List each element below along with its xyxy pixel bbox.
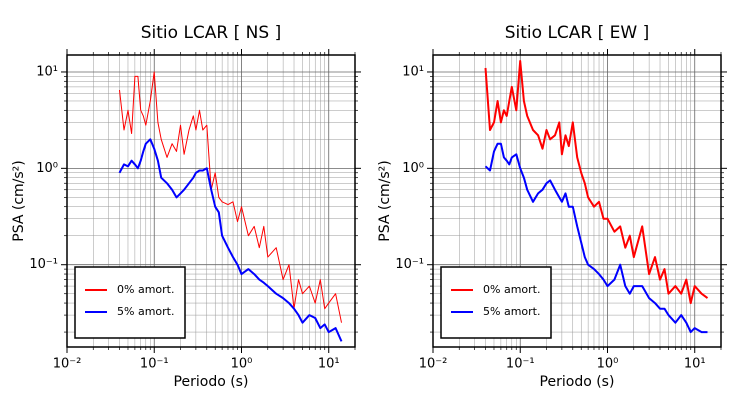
x-axis-label: Periodo (s) <box>174 374 249 390</box>
y-tick-label: 10⁰ <box>36 161 58 176</box>
x-tick-label: 10⁻² <box>419 357 448 372</box>
legend-box <box>74 266 186 339</box>
legend-box <box>440 266 552 339</box>
x-axis-label: Periodo (s) <box>540 374 615 390</box>
y-axis-label: PSA (cm/s²) <box>377 160 393 242</box>
legend-label: 5% amort. <box>483 305 540 318</box>
chart-title: Sitio LCAR [ NS ] <box>141 23 281 43</box>
series-line <box>118 138 343 342</box>
y-tick-label: 10⁰ <box>402 161 424 176</box>
y-tick-label: 10¹ <box>402 64 424 79</box>
x-tick-label: 10⁻² <box>53 357 82 372</box>
x-tick-label: 10⁻¹ <box>506 357 535 372</box>
plot-frame <box>66 54 356 348</box>
y-axis-label: PSA (cm/s²) <box>11 160 27 242</box>
legend-label: 0% amort. <box>483 283 540 296</box>
legend: 0% amort. 5% amort. <box>440 266 552 339</box>
y-tick-label: 10⁻¹ <box>395 257 424 272</box>
y-tick-label: 10¹ <box>36 64 58 79</box>
series-line <box>119 71 342 323</box>
x-tick-label: 10⁰ <box>231 357 253 372</box>
series-line <box>484 60 709 305</box>
legend-label: 0% amort. <box>117 283 174 296</box>
series-line <box>484 142 708 334</box>
legend-label: 5% amort. <box>117 305 174 318</box>
chart-title: Sitio LCAR [ EW ] <box>505 23 650 43</box>
x-tick-label: 10¹ <box>684 357 706 372</box>
y-tick-label: 10⁻¹ <box>29 257 58 272</box>
legend: 0% amort. 5% amort. <box>74 266 186 339</box>
x-tick-label: 10¹ <box>318 357 340 372</box>
x-tick-label: 10⁻¹ <box>140 357 169 372</box>
x-tick-label: 10⁰ <box>597 357 619 372</box>
plot-frame <box>432 54 722 348</box>
